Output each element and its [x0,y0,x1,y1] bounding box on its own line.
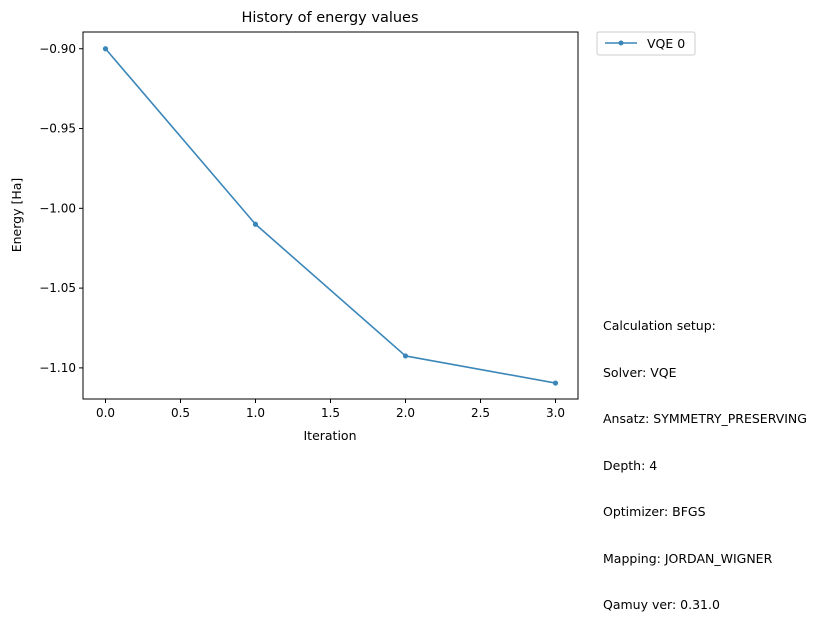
setup-heading: Calculation setup: [603,318,716,333]
energy-history-chart: History of energy values 0.0 0.5 1.0 1.5 2.0… [9,10,696,443]
data-point [552,380,559,386]
y-axis: −0.90 −0.95 −1.00 −1.05 −1.10 [39,42,83,375]
setup-version: Qamuy ver: 0.31.0 [603,597,720,612]
y-tick-label: −0.95 [39,122,76,136]
legend-marker-swatch [618,40,624,46]
x-tick-label: 1.5 [321,406,340,420]
plot-area-frame [82,31,579,400]
x-axis: 0.0 0.5 1.0 1.5 2.0 2.5 3.0 [96,399,565,420]
setup-ansatz: Ansatz: SYMMETRY_PRESERVING [603,411,807,426]
legend-box [596,31,696,56]
y-tick-label: −0.90 [39,42,76,56]
setup-mapping: Mapping: JORDAN_WIGNER [603,550,773,566]
x-axis-label: Iteration [303,428,356,443]
chart-title: History of energy values [241,10,418,26]
x-tick-label: 0.5 [171,406,190,420]
legend-entry-vqe-0: VQE 0 [647,36,685,51]
y-axis-label: Energy [Ha] [9,178,24,253]
data-point [102,46,109,52]
x-tick-label: 1.0 [246,406,265,420]
x-tick-label: 0.0 [96,406,115,420]
y-tick-label: −1.10 [39,361,76,375]
series-layer [102,46,559,386]
setup-depth: Depth: 4 [603,457,658,473]
y-tick-label: −1.05 [39,281,76,295]
legend: VQE 0 [596,31,696,56]
x-tick-label: 2.5 [471,406,490,420]
calculation-setup-text: Calculation setup: Solver: VQE Ansatz: S… [603,287,807,628]
x-tick-label: 3.0 [546,406,565,420]
data-point [402,353,409,359]
x-tick-label: 2.0 [396,406,415,420]
setup-optimizer: Optimizer: BFGS [603,504,706,519]
setup-solver: Solver: VQE [603,364,677,380]
series-line-0 [104,48,556,384]
data-point [252,221,259,227]
y-tick-label: −1.00 [39,201,76,215]
